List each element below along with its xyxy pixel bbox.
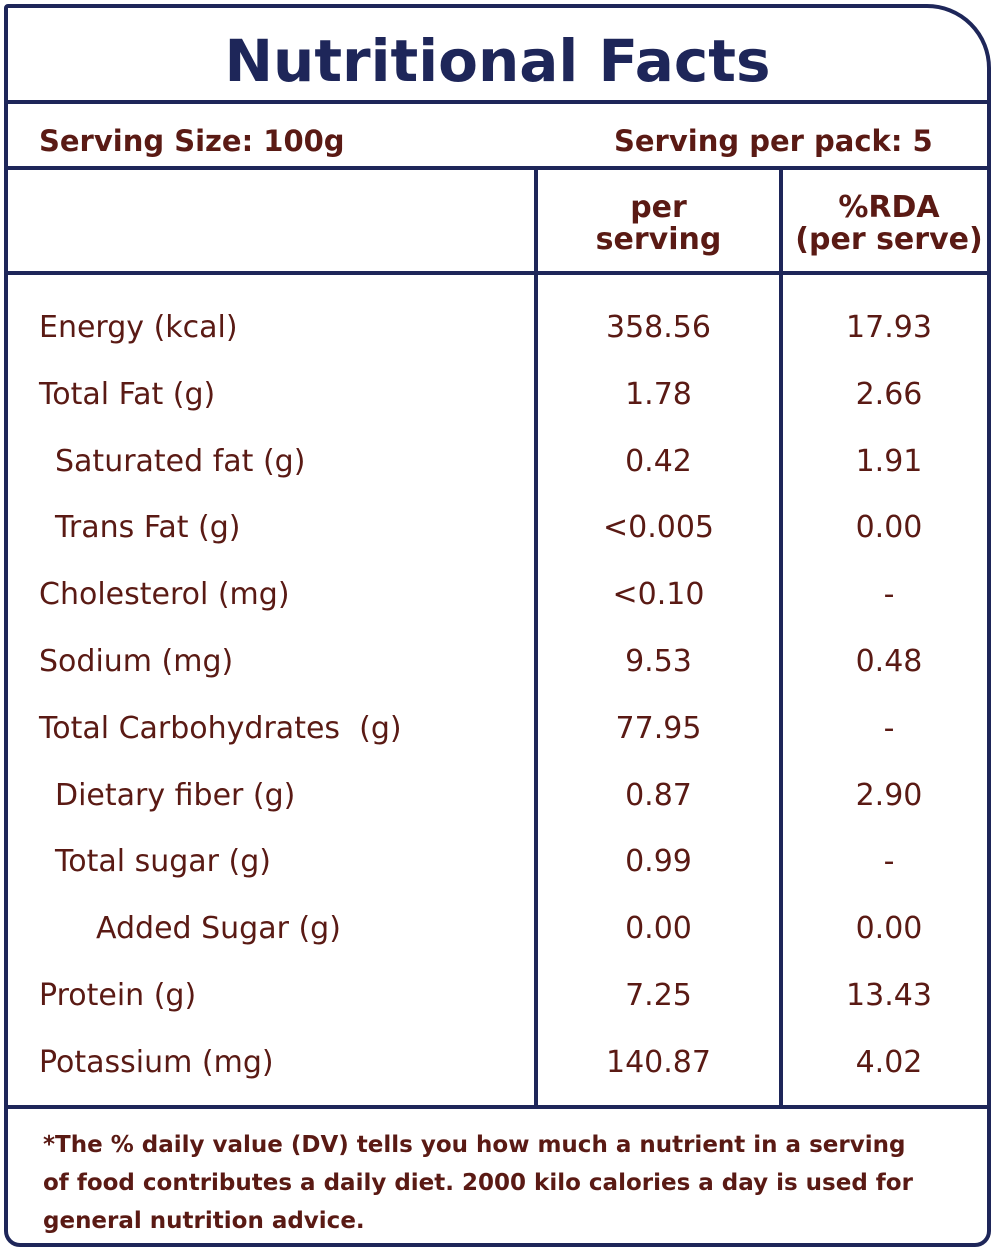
column-header-per-serving-line1: per [630,190,687,225]
column-divider-2 [779,166,783,1109]
table-row: Potassium (mg) 140.87 4.02 [8,1030,987,1096]
footnote: *The % daily value (DV) tells you how mu… [43,1126,943,1240]
serving-size: Serving Size: 100g [39,124,345,158]
table-row: Trans Fat (g) <0.005 0.00 [8,495,987,561]
table-row: Total Carbohydrates (g) 77.95 - [8,696,987,762]
title-divider [8,100,987,104]
column-header-rda: %RDA (per serve) [783,192,995,256]
column-header-per-serving: per serving [538,192,779,256]
nutrition-facts-panel: Nutritional Facts Serving Size: 100g Ser… [4,4,991,1247]
per-serving-value: 77.95 [615,710,702,746]
rda-value: 0.48 [855,644,923,679]
column-header-rda-line2: (per serve) [795,222,983,257]
nutrient-label: Potassium (mg) [39,1044,274,1080]
rda-value: 1.91 [855,443,923,479]
rda-value: 4.02 [855,1044,923,1080]
table-row: Saturated fat (g) 0.42 1.91 [8,429,987,495]
per-serving-value: 0.99 [625,844,692,880]
per-serving-value: 140.87 [606,1044,711,1080]
rda-value: 0.00 [855,510,923,546]
table-row: Sodium (mg) 9.53 0.48 [8,629,987,695]
nutrient-label: Total Carbohydrates (g) [39,710,402,746]
footnote-line-2: of food contributes a daily diet. 2000 k… [43,1170,913,1196]
table-row: Total sugar (g) 0.99 - [8,829,987,895]
rda-value: - [883,844,895,880]
table-row: Added Sugar (g) 0.00 0.00 [8,896,987,962]
nutrient-label: Total Fat (g) [39,376,216,412]
page-title: Nutritional Facts [224,27,771,95]
per-serving-value: 1.78 [625,376,692,412]
rda-value: 0.00 [855,911,923,947]
per-serving-value: <0.005 [602,510,715,546]
nutrient-label: Sodium (mg) [39,644,234,679]
per-serving-value: 358.56 [606,310,711,345]
nutrient-label: Energy (kcal) [39,310,238,345]
nutrient-label: Total sugar (g) [55,844,271,880]
footnote-line-1: *The % daily value (DV) tells you how mu… [43,1132,906,1158]
nutrient-label: Trans Fat (g) [55,510,241,546]
nutrient-label: Cholesterol (mg) [39,577,290,613]
header-divider [8,271,987,275]
table-row: Total Fat (g) 1.78 2.66 [8,362,987,428]
serving-divider [8,166,987,170]
rda-value: 2.90 [855,777,923,813]
column-header-rda-line1: %RDA [838,190,940,225]
rda-value: 13.43 [846,978,932,1013]
per-serving-value: 0.42 [625,443,692,479]
rda-value: 2.66 [855,376,923,412]
column-divider-1 [534,166,538,1109]
column-header-per-serving-line2: serving [595,222,722,257]
footnote-divider [8,1105,987,1109]
rda-value: - [883,710,895,746]
servings-per-pack: Serving per pack: 5 [614,124,933,158]
rda-value: - [883,577,895,613]
per-serving-value: 9.53 [625,644,692,679]
footnote-line-3: general nutrition advice. [43,1208,365,1234]
nutrient-label: Added Sugar (g) [96,911,341,947]
nutrient-label: Dietary fiber (g) [55,777,296,813]
per-serving-value: 7.25 [625,978,692,1013]
nutrient-label: Protein (g) [39,978,197,1013]
table-row: Dietary fiber (g) 0.87 2.90 [8,763,987,829]
table-row: Protein (g) 7.25 13.43 [8,963,987,1029]
rda-value: 17.93 [846,310,932,345]
per-serving-value: 0.00 [625,911,692,947]
nutrient-label: Saturated fat (g) [55,443,306,479]
per-serving-value: <0.10 [612,577,705,613]
table-row: Cholesterol (mg) <0.10 - [8,562,987,628]
per-serving-value: 0.87 [625,777,692,813]
table-row: Energy (kcal) 358.56 17.93 [8,295,987,361]
